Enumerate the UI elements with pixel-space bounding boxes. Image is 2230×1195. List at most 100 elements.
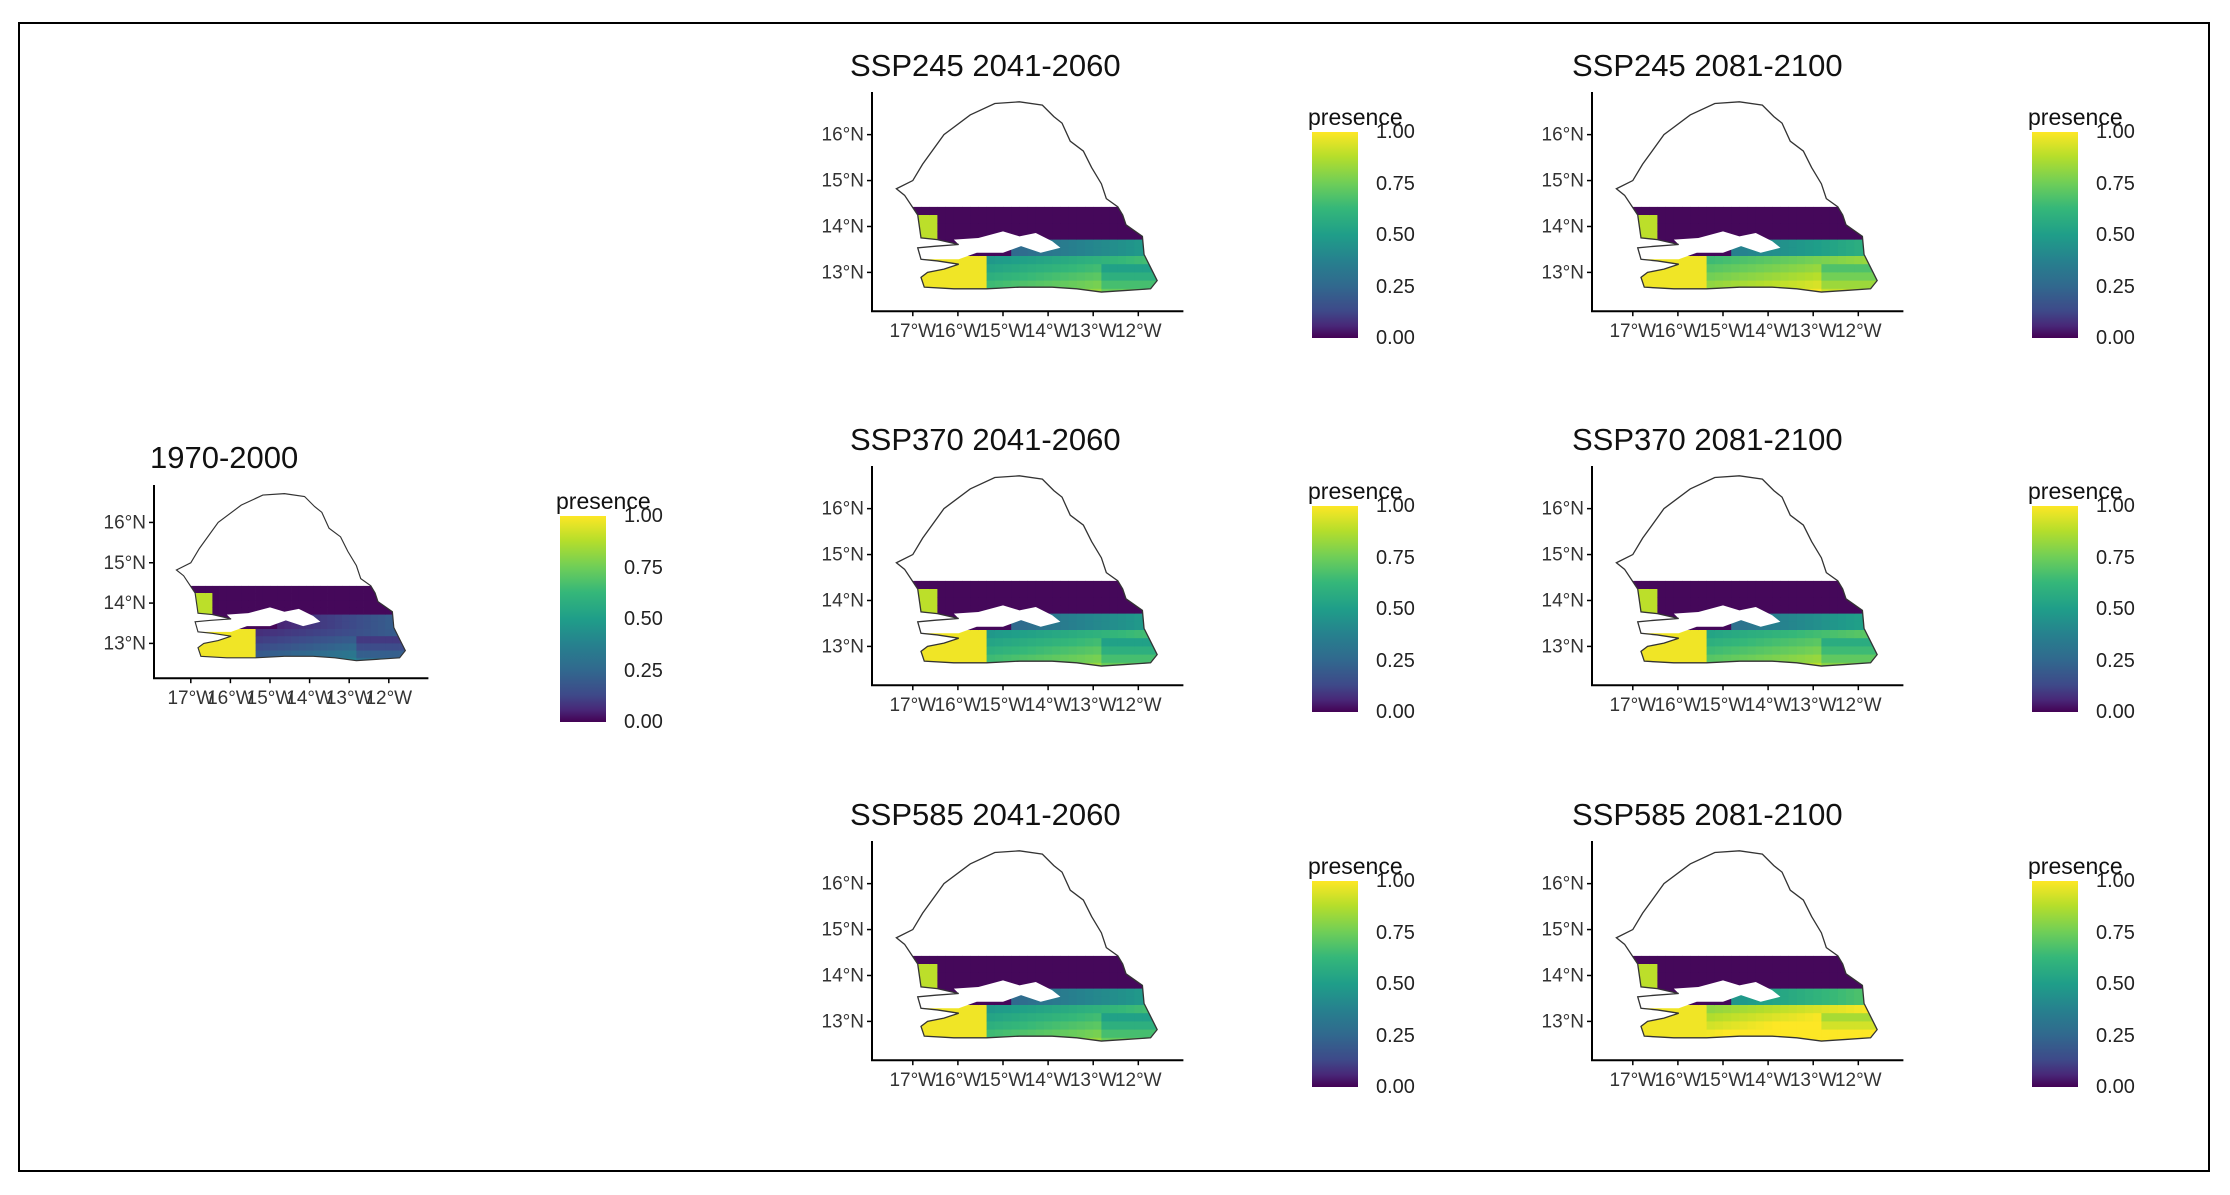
raster-cell: [1780, 206, 1790, 216]
raster-cell: [1747, 662, 1757, 667]
raster-cell: [929, 223, 938, 232]
raster-cell: [1011, 272, 1020, 282]
raster-cell: [313, 636, 321, 644]
raster-cell: [1813, 247, 1822, 257]
raster-cell: [912, 215, 922, 224]
raster-cell: [1870, 988, 1878, 998]
raster-cell: [1649, 206, 1658, 216]
panel-title: 1970-2000: [150, 440, 299, 475]
raster-cell: [1101, 621, 1111, 631]
raster-cell: [262, 600, 271, 608]
raster-cell: [1068, 239, 1078, 249]
raster-cell: [1109, 580, 1119, 590]
raster-cell: [1755, 646, 1765, 656]
legend-title: presence: [1308, 104, 1403, 130]
raster-cell: [291, 621, 300, 630]
raster-cell: [962, 1013, 971, 1022]
raster-cell: [1747, 1021, 1757, 1031]
raster-cell: [1134, 1029, 1143, 1039]
raster-cell: [1714, 256, 1724, 265]
raster-cell: [986, 662, 996, 667]
raster-cell: [1747, 1029, 1757, 1039]
raster-cell: [1126, 1021, 1135, 1031]
raster-cell: [349, 636, 357, 644]
raster-cell: [1011, 580, 1020, 590]
raster-cell: [255, 593, 264, 601]
raster-cell: [1796, 654, 1806, 664]
raster-cell: [1085, 597, 1094, 606]
raster-cell: [1085, 996, 1094, 1006]
raster-cell: [1085, 1005, 1094, 1014]
raster-cell: [219, 629, 228, 637]
raster-cell: [190, 636, 199, 644]
raster-cell: [1101, 206, 1111, 216]
raster-cell: [1044, 646, 1053, 656]
raster-cell: [1126, 638, 1135, 647]
raster-cell: [298, 600, 307, 608]
raster-cell: [1068, 280, 1078, 290]
legend-tick-label: 1.00: [1376, 495, 1415, 517]
raster-cell: [1085, 1013, 1094, 1022]
lon-tick-label: 13°W: [1070, 695, 1117, 716]
raster-cell: [1109, 231, 1119, 241]
raster-cell: [1723, 955, 1732, 965]
raster-cell: [1044, 638, 1053, 647]
raster-cell: [1862, 1037, 1872, 1042]
raster-cell: [1052, 638, 1061, 647]
raster-cell: [1846, 654, 1855, 664]
raster-cell: [970, 955, 979, 965]
raster-cell: [1780, 980, 1790, 990]
raster-cell: [1649, 955, 1658, 965]
raster-cell: [1109, 264, 1119, 273]
raster-cell: [1731, 638, 1740, 647]
raster-cell: [1739, 288, 1749, 293]
raster-cell: [1019, 638, 1029, 647]
raster-cell: [306, 607, 314, 615]
raster-cell: [1134, 646, 1143, 656]
raster-cell: [1788, 231, 1798, 241]
raster-cell: [1027, 621, 1037, 631]
raster-cell: [1755, 955, 1765, 965]
raster-cell: [277, 585, 285, 594]
raster-cell: [1813, 206, 1822, 216]
raster-cell: [1829, 654, 1839, 664]
raster-cell: [241, 657, 249, 661]
raster-cell: [1632, 1021, 1642, 1031]
raster-cell: [1060, 630, 1070, 639]
map-panel-ssp245-2081-2100: SSP245 2081-2100 16°N 15°N 14°N 13°N 17°W 16°…: [1540, 48, 2230, 408]
raster-cell: [1821, 605, 1831, 615]
raster-cell: [298, 585, 307, 594]
raster-cell: [1698, 223, 1708, 232]
raster-cell: [986, 630, 996, 639]
raster-cell: [1854, 1029, 1863, 1039]
raster-cell: [1150, 223, 1158, 232]
raster-cell: [1052, 955, 1061, 965]
legend-tick-label: 1.00: [2096, 495, 2135, 517]
raster-cell: [953, 272, 963, 282]
raster-cell: [1027, 1037, 1037, 1042]
raster-cell: [1109, 662, 1119, 667]
raster-cell: [1150, 597, 1158, 606]
raster-cell: [1870, 239, 1878, 249]
raster-cell: [1690, 646, 1699, 656]
raster-cell: [1747, 272, 1757, 282]
raster-cell: [1813, 996, 1822, 1006]
raster-cell: [219, 657, 228, 661]
raster-cell: [1805, 613, 1814, 623]
raster-cell: [1870, 613, 1878, 623]
raster-cell: [929, 1021, 938, 1031]
raster-cell: [1846, 589, 1855, 598]
raster-cell: [248, 593, 256, 601]
raster-cell: [986, 646, 996, 656]
raster-cell: [1632, 662, 1642, 667]
raster-cell: [1027, 972, 1037, 981]
raster-cell: [1690, 654, 1699, 664]
raster-cell: [1632, 206, 1642, 216]
legend-tick-label: 0.75: [624, 556, 663, 579]
lat-tick-label: 16°N: [1542, 874, 1584, 895]
raster-cell: [1641, 1021, 1650, 1031]
raster-cell: [953, 264, 963, 273]
raster-cell: [1764, 223, 1773, 232]
raster-cell: [1755, 256, 1765, 265]
raster-cell: [270, 585, 278, 594]
